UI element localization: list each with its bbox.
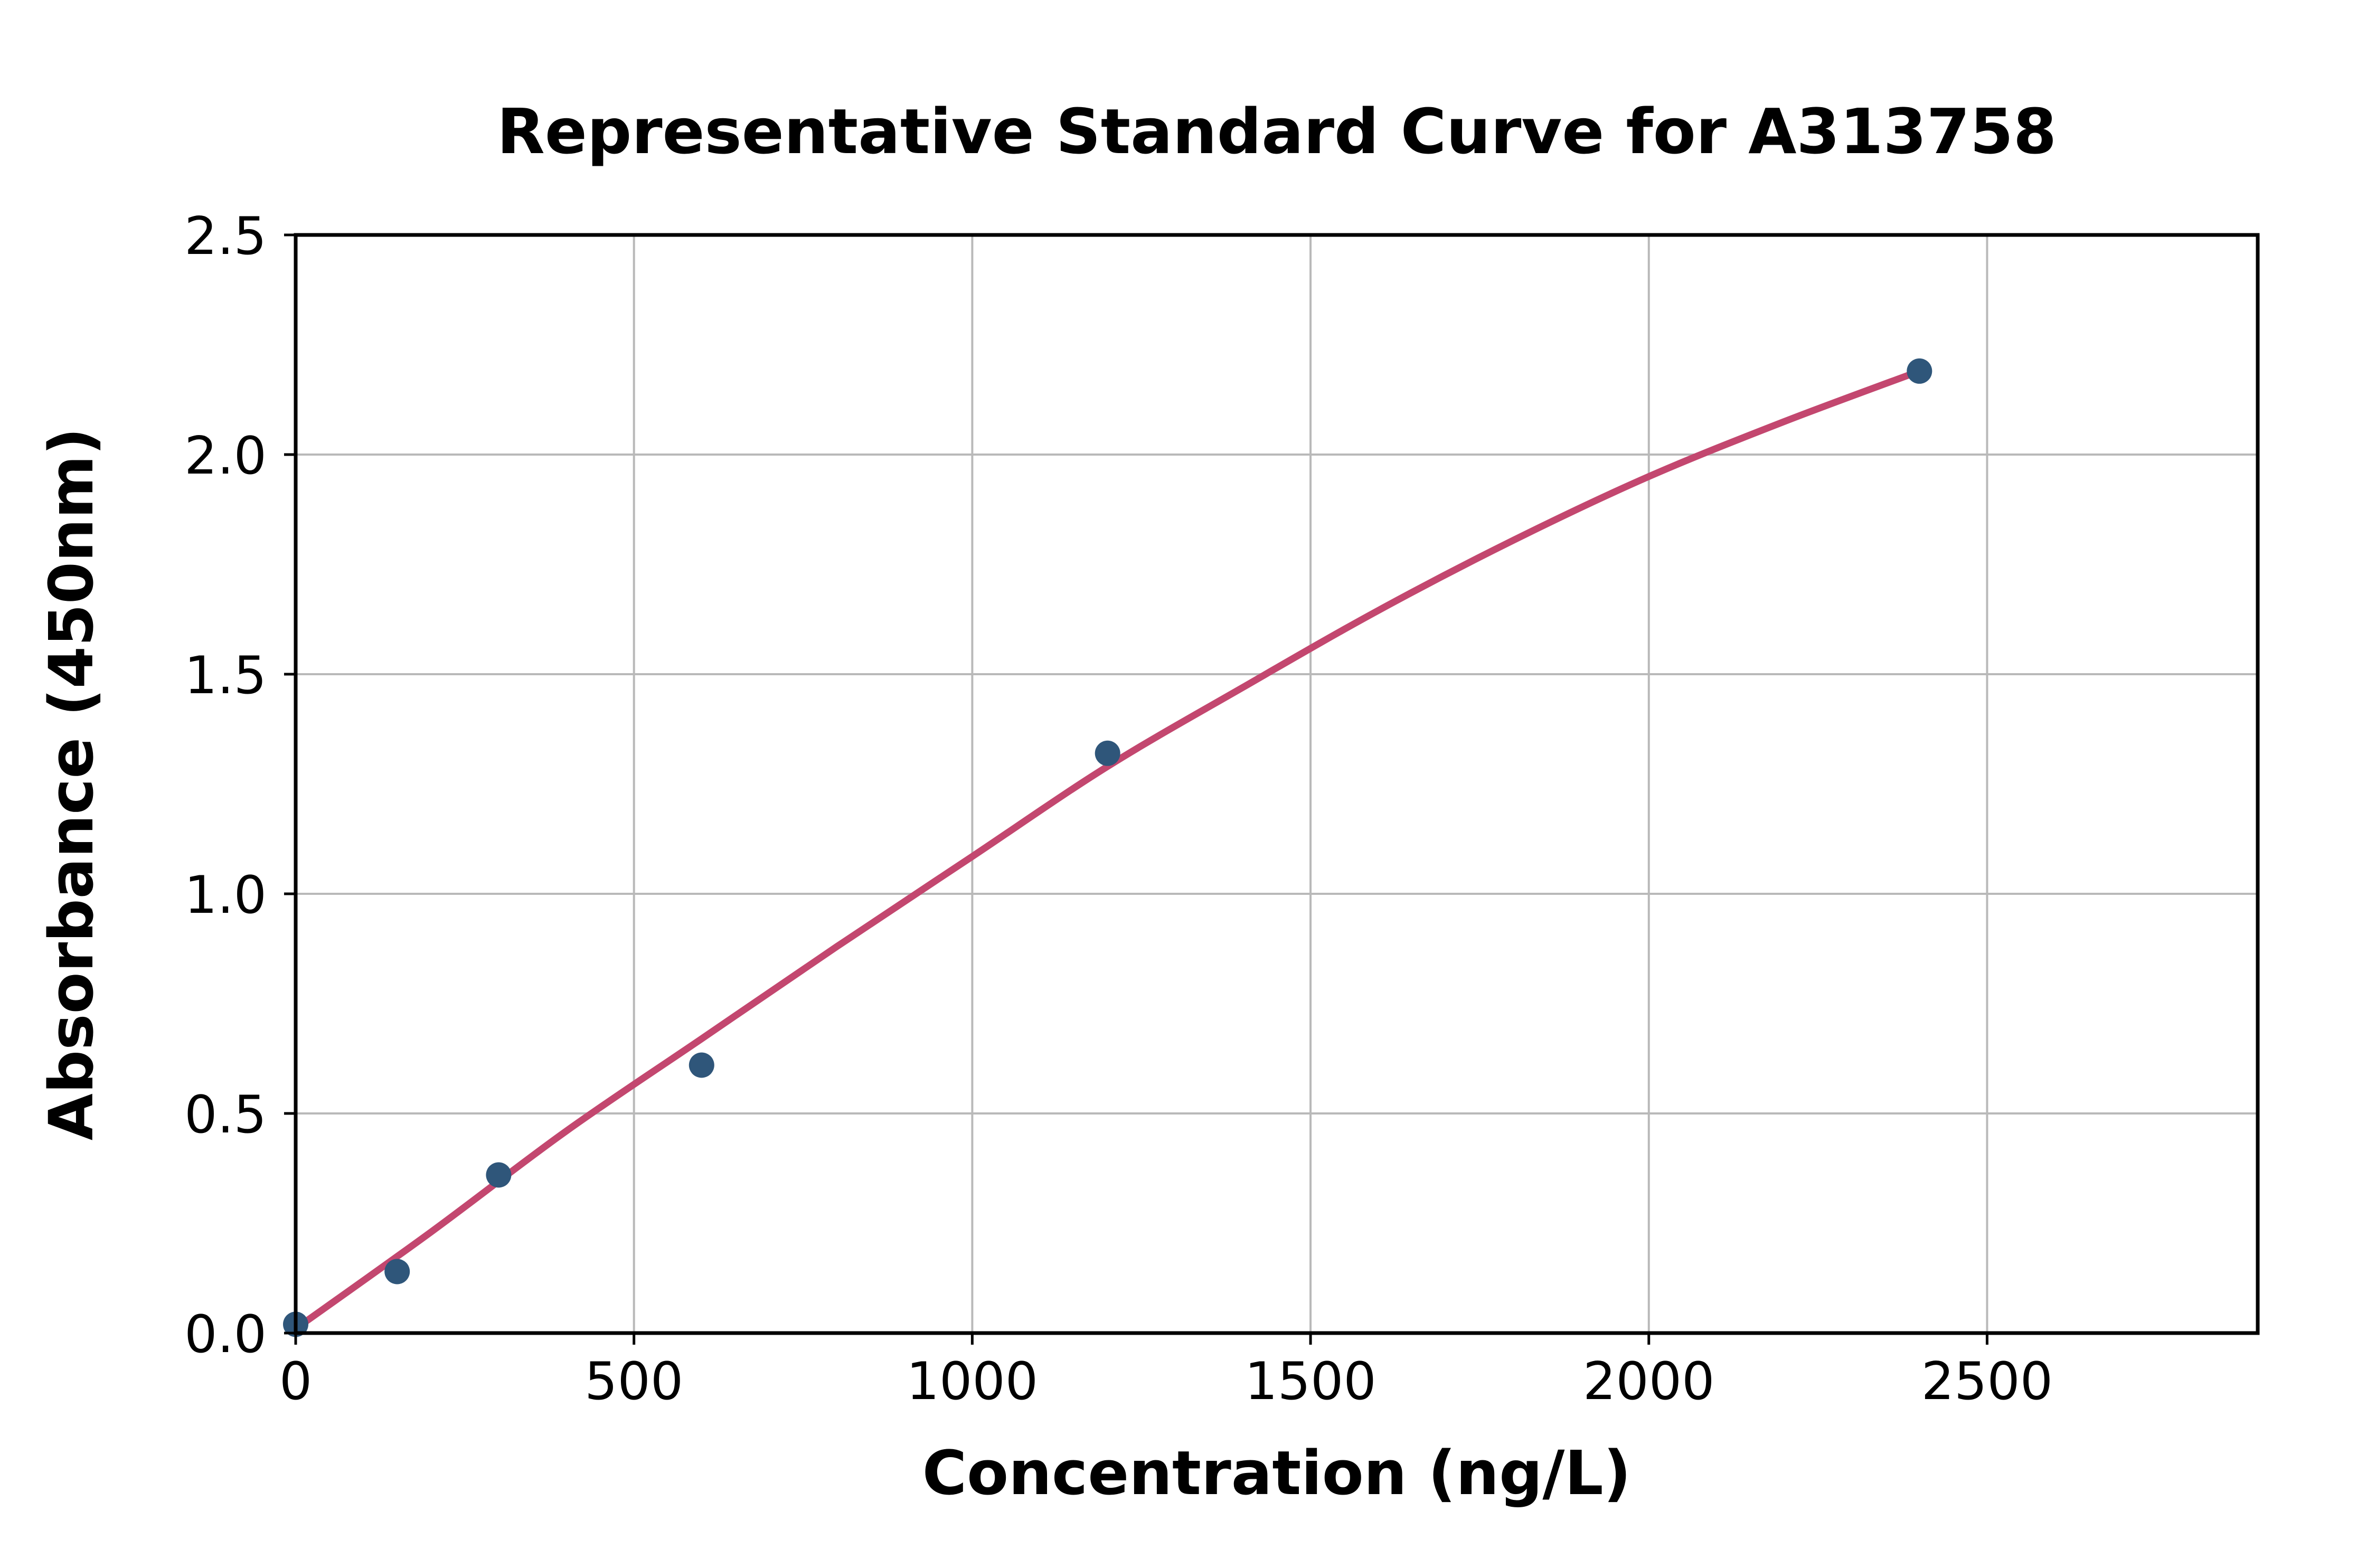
data-point xyxy=(689,1052,714,1078)
y-axis-label: Absorbance (450nm) xyxy=(36,428,107,1140)
y-tick-label: 1.5 xyxy=(184,646,267,706)
data-points xyxy=(283,358,1932,1337)
plot-border xyxy=(294,233,2260,1335)
data-point xyxy=(486,1162,512,1188)
data-point xyxy=(1095,740,1120,766)
x-tick-label: 1000 xyxy=(907,1352,1038,1412)
axis-ticks xyxy=(284,233,1988,1345)
gridlines xyxy=(296,235,2258,1333)
x-axis-label: Concentration (ng/L) xyxy=(922,1438,1632,1509)
x-tick-label: 1500 xyxy=(1244,1352,1376,1412)
x-tick-label: 2000 xyxy=(1583,1352,1714,1412)
x-tick-label: 500 xyxy=(584,1352,683,1412)
fitted-curve xyxy=(292,367,1923,1333)
data-point xyxy=(1907,358,1932,384)
x-tick-label: 2500 xyxy=(1921,1352,2053,1412)
y-tick-label: 1.0 xyxy=(184,865,267,925)
x-tick-label: 0 xyxy=(279,1352,312,1412)
y-tick-label: 2.5 xyxy=(184,206,267,267)
chart-title: Representative Standard Curve for A31375… xyxy=(497,95,2057,168)
data-point xyxy=(384,1259,410,1284)
y-tick-label: 2.0 xyxy=(184,426,267,486)
fit-curve-path xyxy=(292,367,1923,1333)
y-tick-label: 0.5 xyxy=(184,1085,267,1145)
tick-labels: 0 500 1000 1500 2000 2500 0.0 0.5 1.0 1.5 2.0 2.5 xyxy=(184,206,2053,1412)
y-tick-label: 0.0 xyxy=(184,1305,267,1365)
